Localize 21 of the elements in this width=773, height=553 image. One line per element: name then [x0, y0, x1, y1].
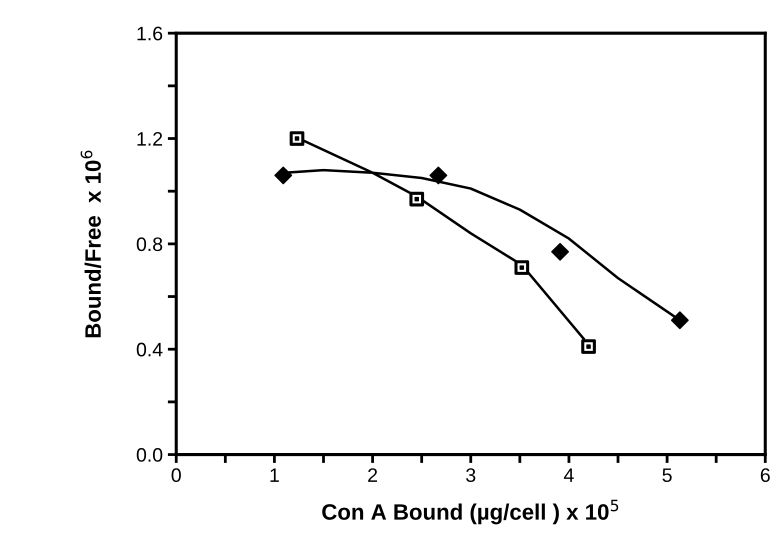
x-tick-label: 1 — [270, 468, 279, 482]
point — [514, 260, 530, 275]
x-tick-label: 6 — [760, 468, 770, 482]
x-tick-label: 2 — [368, 468, 378, 482]
y-axis-title: Bound/Free x 10$^{6}$ — [80, 150, 102, 338]
x-tick-label: 0 — [172, 468, 181, 482]
x-axis-title: Con A Bound (µg/cell ) x 10$^{5}$ — [322, 500, 618, 524]
y-tick-label: 0.0 — [136, 448, 162, 462]
y-tick-label: 0.4 — [136, 342, 162, 356]
y-tick-label: 1.6 — [138, 26, 162, 40]
x-tick-label: 4 — [564, 468, 574, 482]
point — [581, 339, 596, 354]
y-tick-label: 0.8 — [136, 237, 162, 252]
y-tick-label: 1.2 — [138, 132, 162, 146]
point — [409, 192, 424, 206]
point — [670, 311, 689, 330]
point — [429, 166, 448, 184]
point — [274, 166, 292, 184]
x-tick-label: 5 — [662, 468, 672, 482]
point — [551, 242, 570, 261]
x-tick-label: 3 — [466, 468, 476, 482]
